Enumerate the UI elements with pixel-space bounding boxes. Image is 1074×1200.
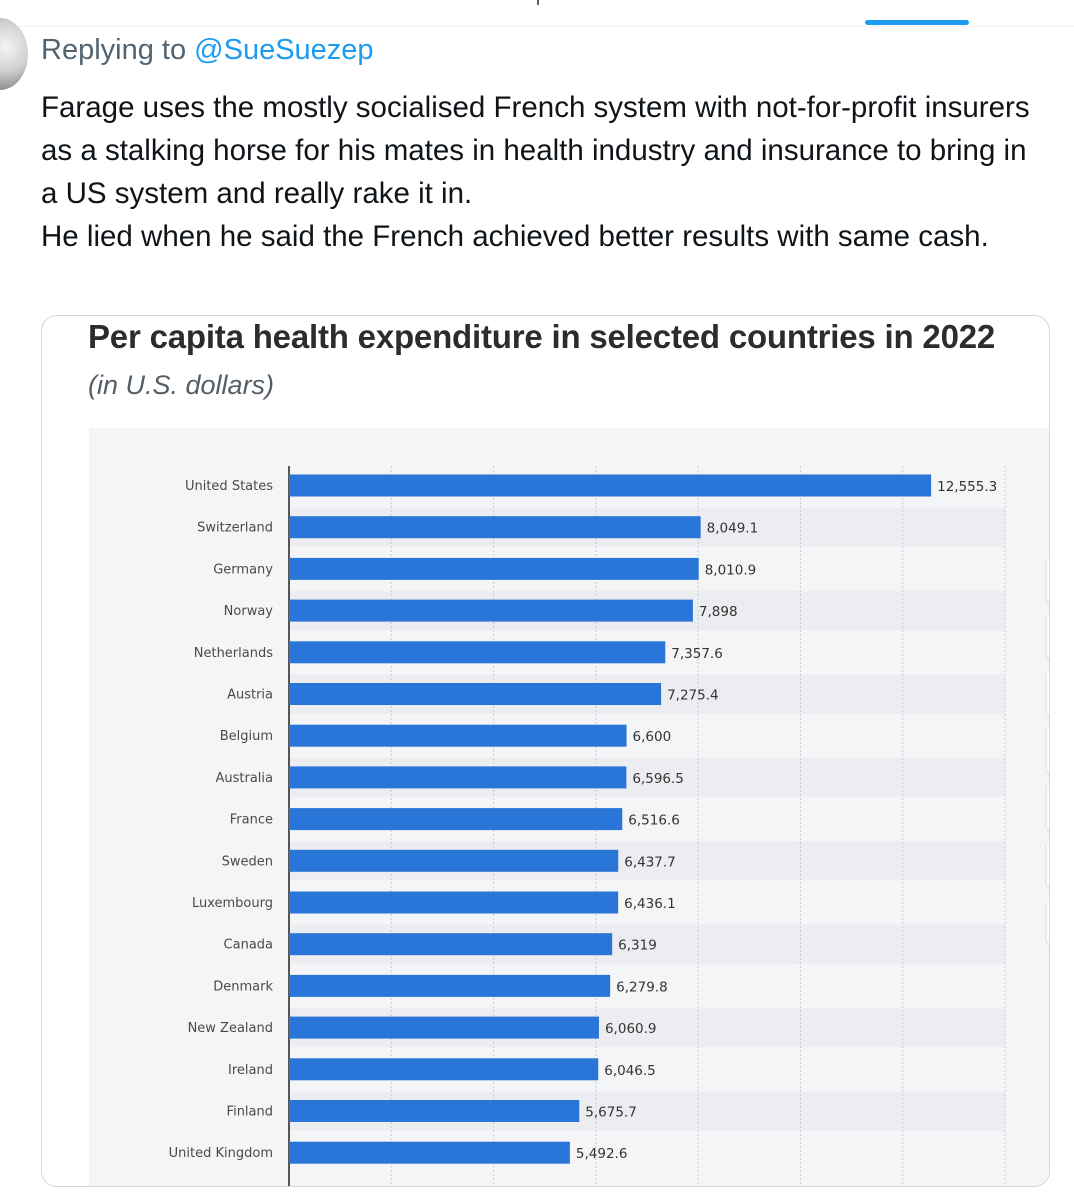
avatar[interactable] — [0, 18, 28, 90]
bar — [289, 766, 627, 789]
bar — [289, 641, 666, 664]
value-label: 6,046.5 — [604, 1063, 656, 1079]
category-label: New Zealand — [188, 1021, 273, 1036]
value-label: 6,436.1 — [624, 896, 676, 912]
category-label: Austria — [227, 688, 273, 703]
category-label: France — [230, 813, 273, 828]
settings-button[interactable] — [1047, 670, 1049, 716]
category-label: Denmark — [213, 979, 273, 994]
category-label: Finland — [227, 1105, 273, 1120]
value-label: 6,279.8 — [616, 979, 668, 995]
value-label: 6,060.9 — [605, 1021, 657, 1037]
value-label: 5,675.7 — [585, 1105, 637, 1121]
category-label: Germany — [213, 562, 273, 577]
bar — [289, 1100, 580, 1122]
category-label: Australia — [215, 771, 273, 786]
bar — [289, 891, 619, 914]
top-divider — [0, 26, 1074, 27]
tweet-paragraph: Farage uses the mostly socialised French… — [41, 91, 1030, 210]
mention-link[interactable]: @SueSuezep — [194, 34, 374, 66]
bar-chart: United States 12,555.3 Switzerland 8,049.1 G… — [169, 466, 1006, 1186]
chart-image-card[interactable]: Per capita health expenditure in selecte… — [41, 315, 1050, 1187]
bar — [289, 974, 611, 997]
chart-panel: United States 12,555.3 Switzerland 8,049.1 G… — [89, 428, 1049, 1186]
chart-subtitle: (in U.S. dollars) — [88, 370, 275, 400]
value-label: 12,555.3 — [937, 479, 997, 495]
bar — [289, 599, 693, 622]
bar — [289, 474, 932, 497]
category-label: Canada — [224, 938, 273, 953]
replying-to-label: Replying to — [41, 34, 187, 66]
value-label: 7,275.4 — [667, 688, 719, 704]
value-label: 6,437.7 — [624, 854, 676, 870]
value-label: 6,319 — [618, 938, 657, 954]
replying-to: Replying to @SueSuezep — [41, 34, 374, 67]
print-button[interactable] — [1047, 898, 1049, 944]
bar — [289, 849, 619, 872]
category-label: United Kingdom — [169, 1146, 273, 1161]
chart-title: Per capita health expenditure in selecte… — [88, 318, 996, 355]
bar — [289, 1016, 599, 1039]
category-label: Netherlands — [194, 646, 273, 661]
favorite-button[interactable] — [1047, 556, 1049, 602]
share-button[interactable] — [1047, 727, 1049, 773]
value-label: 8,010.9 — [705, 562, 757, 578]
category-label: United States — [185, 479, 273, 494]
bar — [289, 557, 699, 580]
bar — [289, 808, 623, 831]
value-label: 6,600 — [633, 729, 672, 745]
value-label: 6,596.5 — [632, 771, 684, 787]
value-label: 7,357.6 — [671, 646, 723, 662]
category-label: Ireland — [228, 1063, 273, 1078]
bar — [289, 1058, 599, 1081]
active-tab-indicator — [865, 20, 969, 25]
category-label: Luxembourg — [192, 896, 273, 911]
category-label: Belgium — [220, 729, 273, 744]
notification-button[interactable] — [1047, 613, 1049, 659]
category-label: Switzerland — [197, 521, 273, 536]
value-label: 5,492.6 — [576, 1146, 628, 1162]
tweet-paragraph: He lied when he said the French achieved… — [41, 220, 989, 253]
top-divider-tick — [537, 0, 539, 5]
category-label: Norway — [224, 604, 274, 619]
bar — [289, 933, 613, 956]
language-button[interactable] — [1047, 841, 1049, 887]
value-label: 6,516.6 — [628, 813, 680, 829]
bar — [289, 516, 701, 539]
category-label: Sweden — [222, 854, 273, 869]
bar — [289, 724, 627, 747]
bar — [289, 683, 662, 705]
cite-button[interactable] — [1047, 784, 1049, 830]
value-label: 7,898 — [699, 604, 738, 620]
bar — [289, 1141, 570, 1164]
tweet-text: Farage uses the mostly socialised French… — [41, 86, 1041, 258]
value-label: 8,049.1 — [707, 521, 759, 537]
